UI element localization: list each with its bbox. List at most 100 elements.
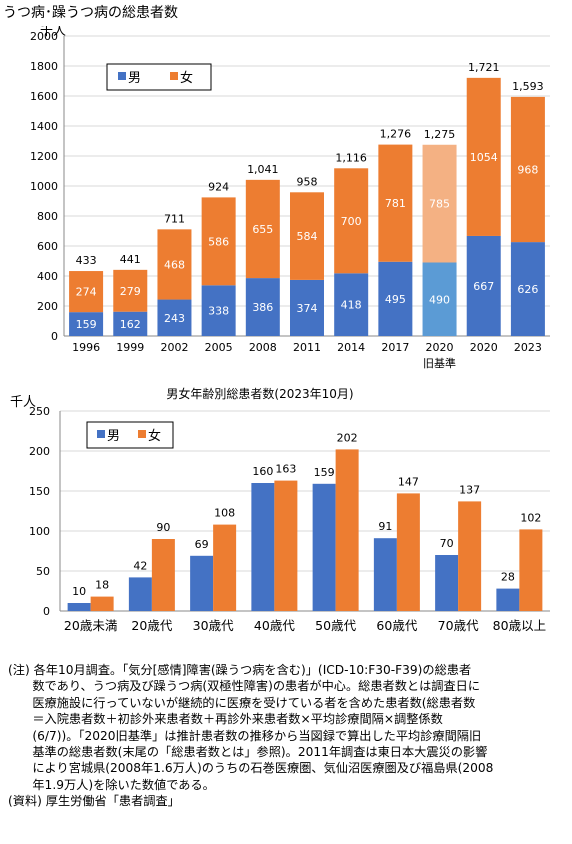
bar-male	[378, 261, 413, 336]
bar-male	[312, 483, 336, 611]
data-label-total: 1,593	[512, 80, 544, 93]
y-tick-label: 400	[37, 270, 58, 283]
y-tick-label: 0	[43, 605, 50, 618]
y-tick-label: 0	[51, 330, 58, 343]
note-line: (注) 各年10月調査。「気分[感情]障害(躁うつ病を含む)」(ICD-10:F…	[8, 663, 472, 677]
data-label-female: 108	[214, 507, 235, 520]
data-label-male: 490	[429, 293, 450, 306]
x-tick-label: 2002	[160, 341, 188, 354]
legend-swatch-male	[97, 430, 105, 438]
data-label-male: 626	[517, 283, 538, 296]
x-tick-label: 60歳代	[376, 618, 417, 633]
data-label-male: 374	[297, 302, 318, 315]
bar-female	[378, 144, 413, 262]
x-tick-label: 70歳代	[438, 618, 479, 633]
bar-female	[396, 493, 420, 611]
x-tick-label: 2005	[205, 341, 233, 354]
legend-label-female: 女	[148, 428, 161, 444]
chart-total-patients: 千人 0 200 400 600 800 1000 1200 1400 1600 1800 2000 1…	[30, 26, 550, 370]
data-label-male: 69	[195, 538, 209, 551]
page-title: うつ病･躁うつ病の総患者数	[3, 5, 178, 21]
y-tick-label: 150	[29, 485, 50, 498]
data-label-female: 279	[120, 285, 141, 298]
data-label-male: 338	[208, 305, 229, 318]
data-label-male: 28	[501, 571, 515, 584]
data-label-male: 42	[133, 559, 147, 572]
y-tick-label: 1200	[30, 150, 58, 163]
bar-male	[128, 577, 152, 611]
bar-male	[190, 555, 214, 611]
x-tick-label: 2014	[337, 341, 365, 354]
bar-male	[334, 273, 369, 336]
data-label-female: 137	[459, 483, 480, 496]
bar-female	[245, 179, 280, 279]
bar-female	[201, 197, 236, 286]
data-label-male: 243	[164, 312, 185, 325]
bar-male	[201, 285, 236, 336]
bar-male	[67, 603, 91, 611]
bar-male	[113, 311, 148, 336]
bar-female	[519, 529, 543, 611]
bar-female	[69, 271, 104, 313]
legend-label-male: 男	[128, 71, 141, 86]
x-tick-label: 2020	[426, 341, 454, 354]
data-label-female: 90	[156, 521, 170, 534]
y-tick-label: 50	[36, 565, 50, 578]
y-tick-label: 1400	[30, 120, 58, 133]
data-label-female: 700	[341, 215, 362, 228]
data-label-male: 159	[76, 318, 97, 331]
data-label-female: 102	[520, 511, 541, 524]
data-label-total: 433	[76, 254, 97, 267]
x-tick-label: 50歳代	[315, 618, 356, 633]
bar-male	[496, 588, 520, 611]
bar-male	[245, 278, 280, 336]
legend-swatch-male	[118, 72, 126, 80]
data-label-female: 655	[252, 223, 273, 236]
y-tick-label: 1600	[30, 90, 58, 103]
data-label-female: 468	[164, 258, 185, 271]
bar-female	[334, 168, 369, 274]
data-label-total: 441	[120, 253, 141, 266]
bar-female	[422, 144, 457, 263]
data-label-total: 1,275	[424, 128, 456, 141]
chart-title: 男女年齢別総患者数(2023年10月)	[166, 386, 353, 401]
note-line: (6/7))。「2020旧基準」は推計患者数の推移から当図録で算出した平均診療間…	[8, 728, 482, 743]
data-label-total: 711	[164, 212, 185, 225]
y-tick-label: 2000	[30, 30, 58, 43]
x-tick-label: 2023	[514, 341, 542, 354]
data-label-male: 386	[252, 301, 273, 314]
y-tick-label: 250	[29, 405, 50, 418]
data-label-total: 1,721	[468, 61, 500, 74]
data-label-total: 1,276	[380, 128, 412, 141]
y-tick-label: 1800	[30, 60, 58, 73]
y-tick-label: 200	[29, 445, 50, 458]
x-tick-label: 2011	[293, 341, 321, 354]
bar-male	[466, 235, 501, 336]
bar-female	[113, 269, 148, 312]
data-label-total: 958	[297, 175, 318, 188]
y-tick-label: 100	[29, 525, 50, 538]
bar-male	[69, 312, 104, 336]
y-axis-unit: 千人	[10, 395, 36, 410]
data-label-male: 160	[252, 465, 273, 478]
bar-male	[290, 279, 324, 336]
data-label-male: 70	[440, 537, 454, 550]
data-label-female: 1054	[470, 151, 498, 164]
y-tick-label: 1000	[30, 180, 58, 193]
data-label-male: 667	[473, 280, 494, 293]
bar-female	[290, 192, 324, 280]
legend-swatch-female	[170, 72, 178, 80]
note-line: 数であり、うつ病及び躁うつ病(双極性障害)の患者が中心。総患者数とは調査日に	[8, 679, 481, 694]
note-line: 基準の総患者数(末尾の「総患者数とは」参照)。2011年調査は東日本大震災の影響	[8, 745, 488, 760]
bar-female	[510, 96, 545, 243]
y-tick-label: 600	[37, 240, 58, 253]
x-tick-label: 30歳代	[193, 618, 234, 633]
bar-female	[213, 524, 237, 611]
data-label-total: 924	[208, 180, 229, 193]
x-tick-label: 1999	[116, 341, 144, 354]
data-label-male: 418	[341, 299, 362, 312]
legend-label-female: 女	[180, 70, 193, 86]
x-tick-label: 2020	[470, 341, 498, 354]
bar-male	[373, 538, 397, 611]
note-line: 医療施設に行っていないが継続的に医療を受けている者を含めた患者数(総患者数	[8, 695, 476, 710]
